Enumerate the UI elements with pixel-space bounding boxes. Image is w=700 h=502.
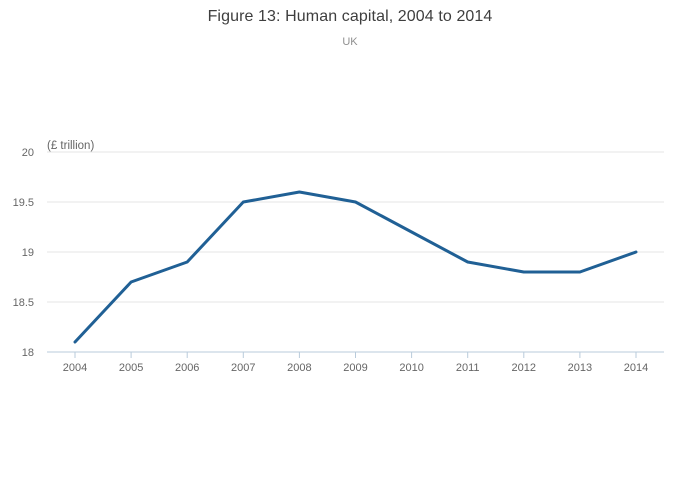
y-tick-label: 18.5 <box>13 297 34 309</box>
y-tick-label: 19 <box>22 247 34 259</box>
x-tick-label: 2013 <box>568 362 592 374</box>
x-tick-label: 2014 <box>624 362 648 374</box>
x-tick-label: 2007 <box>231 362 255 374</box>
y-axis-unit-label: (£ trillion) <box>47 140 94 152</box>
x-tick-label: 2008 <box>287 362 311 374</box>
x-tick-label: 2004 <box>63 362 87 374</box>
y-tick-label: 18 <box>22 347 34 359</box>
x-tick-label: 2005 <box>119 362 143 374</box>
x-tick-label: 2009 <box>343 362 367 374</box>
x-tick-label: 2006 <box>175 362 199 374</box>
x-tick-label: 2010 <box>399 362 423 374</box>
x-tick-label: 2012 <box>512 362 536 374</box>
series-line-human-capital <box>73 190 638 344</box>
chart-subtitle: UK <box>342 36 358 48</box>
y-tick-label: 20 <box>22 147 34 159</box>
x-tick-label: 2011 <box>456 362 480 374</box>
chart-title: Figure 13: Human capital, 2004 to 2014 <box>207 8 493 25</box>
y-tick-label: 19.5 <box>13 197 34 209</box>
